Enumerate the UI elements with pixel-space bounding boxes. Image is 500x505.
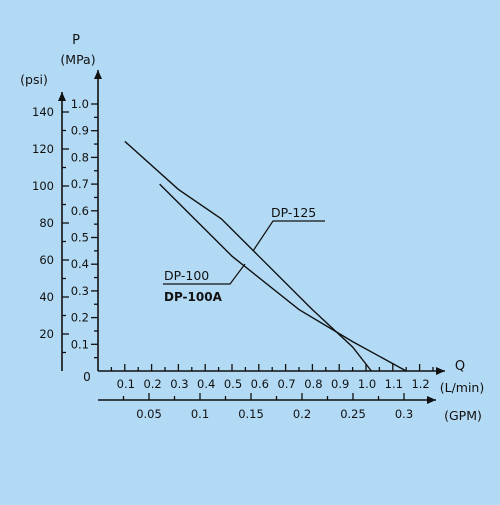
x-lmin-tick-label: 0.4	[197, 377, 215, 391]
series-layer	[124, 140, 407, 372]
y-mpa-tick-label: 0.1	[71, 337, 89, 351]
y-mpa-tick-label: 0.6	[71, 204, 89, 218]
series-line-dp-100	[159, 183, 407, 372]
y-mpa-tick-label: 0.7	[71, 177, 89, 191]
x-lmin-tick-label: 0.9	[331, 377, 349, 391]
x-lmin-tick-label: 1.0	[358, 377, 376, 391]
x-gpm-tick-label: 0.3	[395, 407, 413, 421]
y-mpa-tick-label: 0.9	[71, 124, 89, 138]
x-lmin-tick-label: 0.1	[117, 377, 135, 391]
origin-label: 0	[83, 370, 91, 384]
y-axis-mpa-arrow	[94, 70, 102, 79]
x-gpm-tick-label: 0.15	[238, 407, 264, 421]
series-line-dp-125	[124, 140, 372, 372]
y-axis-psi-arrow	[58, 92, 66, 101]
x-lmin-tick-label: 0.5	[224, 377, 242, 391]
dp100-leader-line	[163, 263, 246, 285]
x-gpm-tick-label: 0.05	[136, 407, 162, 421]
dp100a-label: DP-100A	[164, 290, 223, 304]
y-mpa-tick-label: 0.5	[71, 231, 89, 245]
y-axis-symbol: P	[72, 33, 80, 48]
x-axis-symbol: Q	[455, 359, 465, 374]
dp125-leader-line	[252, 220, 325, 252]
x-axis-lmin-arrow	[436, 367, 445, 375]
tick-labels: 0.1 0.2 0.3 0.4 0.5 0.6 0.7 0.8 0.9 1.0 20 40 60 80 10…	[32, 97, 430, 421]
y-psi-tick-label: 100	[32, 179, 54, 193]
x-lmin-tick-label: 0.3	[170, 377, 188, 391]
dp125-label: DP-125	[271, 205, 316, 220]
x-lmin-tick-label: 1.2	[411, 377, 429, 391]
x-axis-gpm-unit: (GPM)	[444, 408, 482, 423]
y-psi-tick-label: 80	[39, 216, 54, 230]
y-axis-psi-unit: (psi)	[20, 72, 48, 87]
y-mpa-tick-label: 0.4	[71, 257, 89, 271]
x-axis-lmin-unit: (L/min)	[440, 380, 485, 395]
y-axis-mpa-unit: (MPa)	[60, 52, 95, 67]
y-mpa-tick-label: 0.2	[71, 311, 89, 325]
x-lmin-tick-label: 1.1	[385, 377, 403, 391]
x-gpm-tick-label: 0.2	[293, 407, 311, 421]
x-lmin-tick-label: 0.6	[251, 377, 269, 391]
y-psi-tick-label: 40	[39, 290, 54, 304]
x-axis-gpm-arrow	[427, 396, 436, 404]
x-lmin-tick-label: 0.2	[143, 377, 161, 391]
y-psi-tick-label: 60	[39, 253, 54, 267]
x-gpm-tick-label: 0.25	[340, 407, 366, 421]
y-mpa-tick-label: 0.3	[71, 284, 89, 298]
y-psi-tick-label: 120	[32, 142, 54, 156]
x-lmin-tick-label: 0.8	[304, 377, 322, 391]
axis-lines	[58, 70, 445, 404]
x-lmin-tick-label: 0.7	[277, 377, 295, 391]
y-mpa-tick-label: 0.8	[71, 150, 89, 164]
x-gpm-tick-label: 0.1	[191, 407, 209, 421]
dp100-label: DP-100	[164, 268, 209, 283]
y-mpa-tick-label: 1.0	[71, 97, 89, 111]
y-psi-tick-label: 140	[32, 105, 54, 119]
y-psi-tick-label: 20	[39, 327, 54, 341]
